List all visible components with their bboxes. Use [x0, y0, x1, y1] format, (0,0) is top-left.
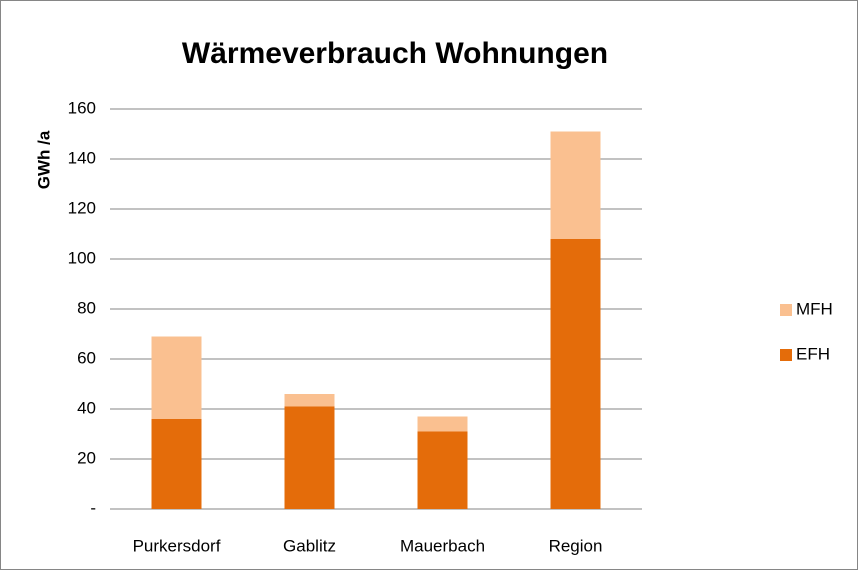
chart-title: Wärmeverbrauch Wohnungen [182, 37, 608, 70]
bar-segment [417, 416, 468, 432]
y-axis-label: GWh /a [34, 130, 53, 189]
x-tick-label: Mauerbach [400, 536, 485, 555]
y-tick-label: 40 [77, 398, 96, 417]
bar-segment [284, 394, 335, 407]
y-tick-label: 100 [68, 248, 96, 267]
y-tick-label: - [90, 498, 96, 517]
x-tick-label: Purkersdorf [133, 536, 221, 555]
y-tick-label: 20 [77, 448, 96, 467]
bar-segment [550, 131, 601, 239]
legend-swatch [780, 349, 792, 361]
x-tick-label: Region [549, 536, 603, 555]
bar-segment [151, 336, 202, 419]
legend-label: MFH [796, 299, 833, 318]
y-tick-label: 80 [77, 298, 96, 317]
bar-segment [417, 431, 468, 509]
y-tick-label: 60 [77, 348, 96, 367]
legend-label: EFH [796, 344, 830, 363]
x-tick-label: Gablitz [283, 536, 336, 555]
bar-segment [151, 419, 202, 509]
y-tick-label: 160 [68, 98, 96, 117]
bar-segment [550, 239, 601, 509]
bar-segment [284, 406, 335, 509]
y-tick-label: 120 [68, 198, 96, 217]
legend-swatch [780, 304, 792, 316]
y-tick-label: 140 [68, 148, 96, 167]
